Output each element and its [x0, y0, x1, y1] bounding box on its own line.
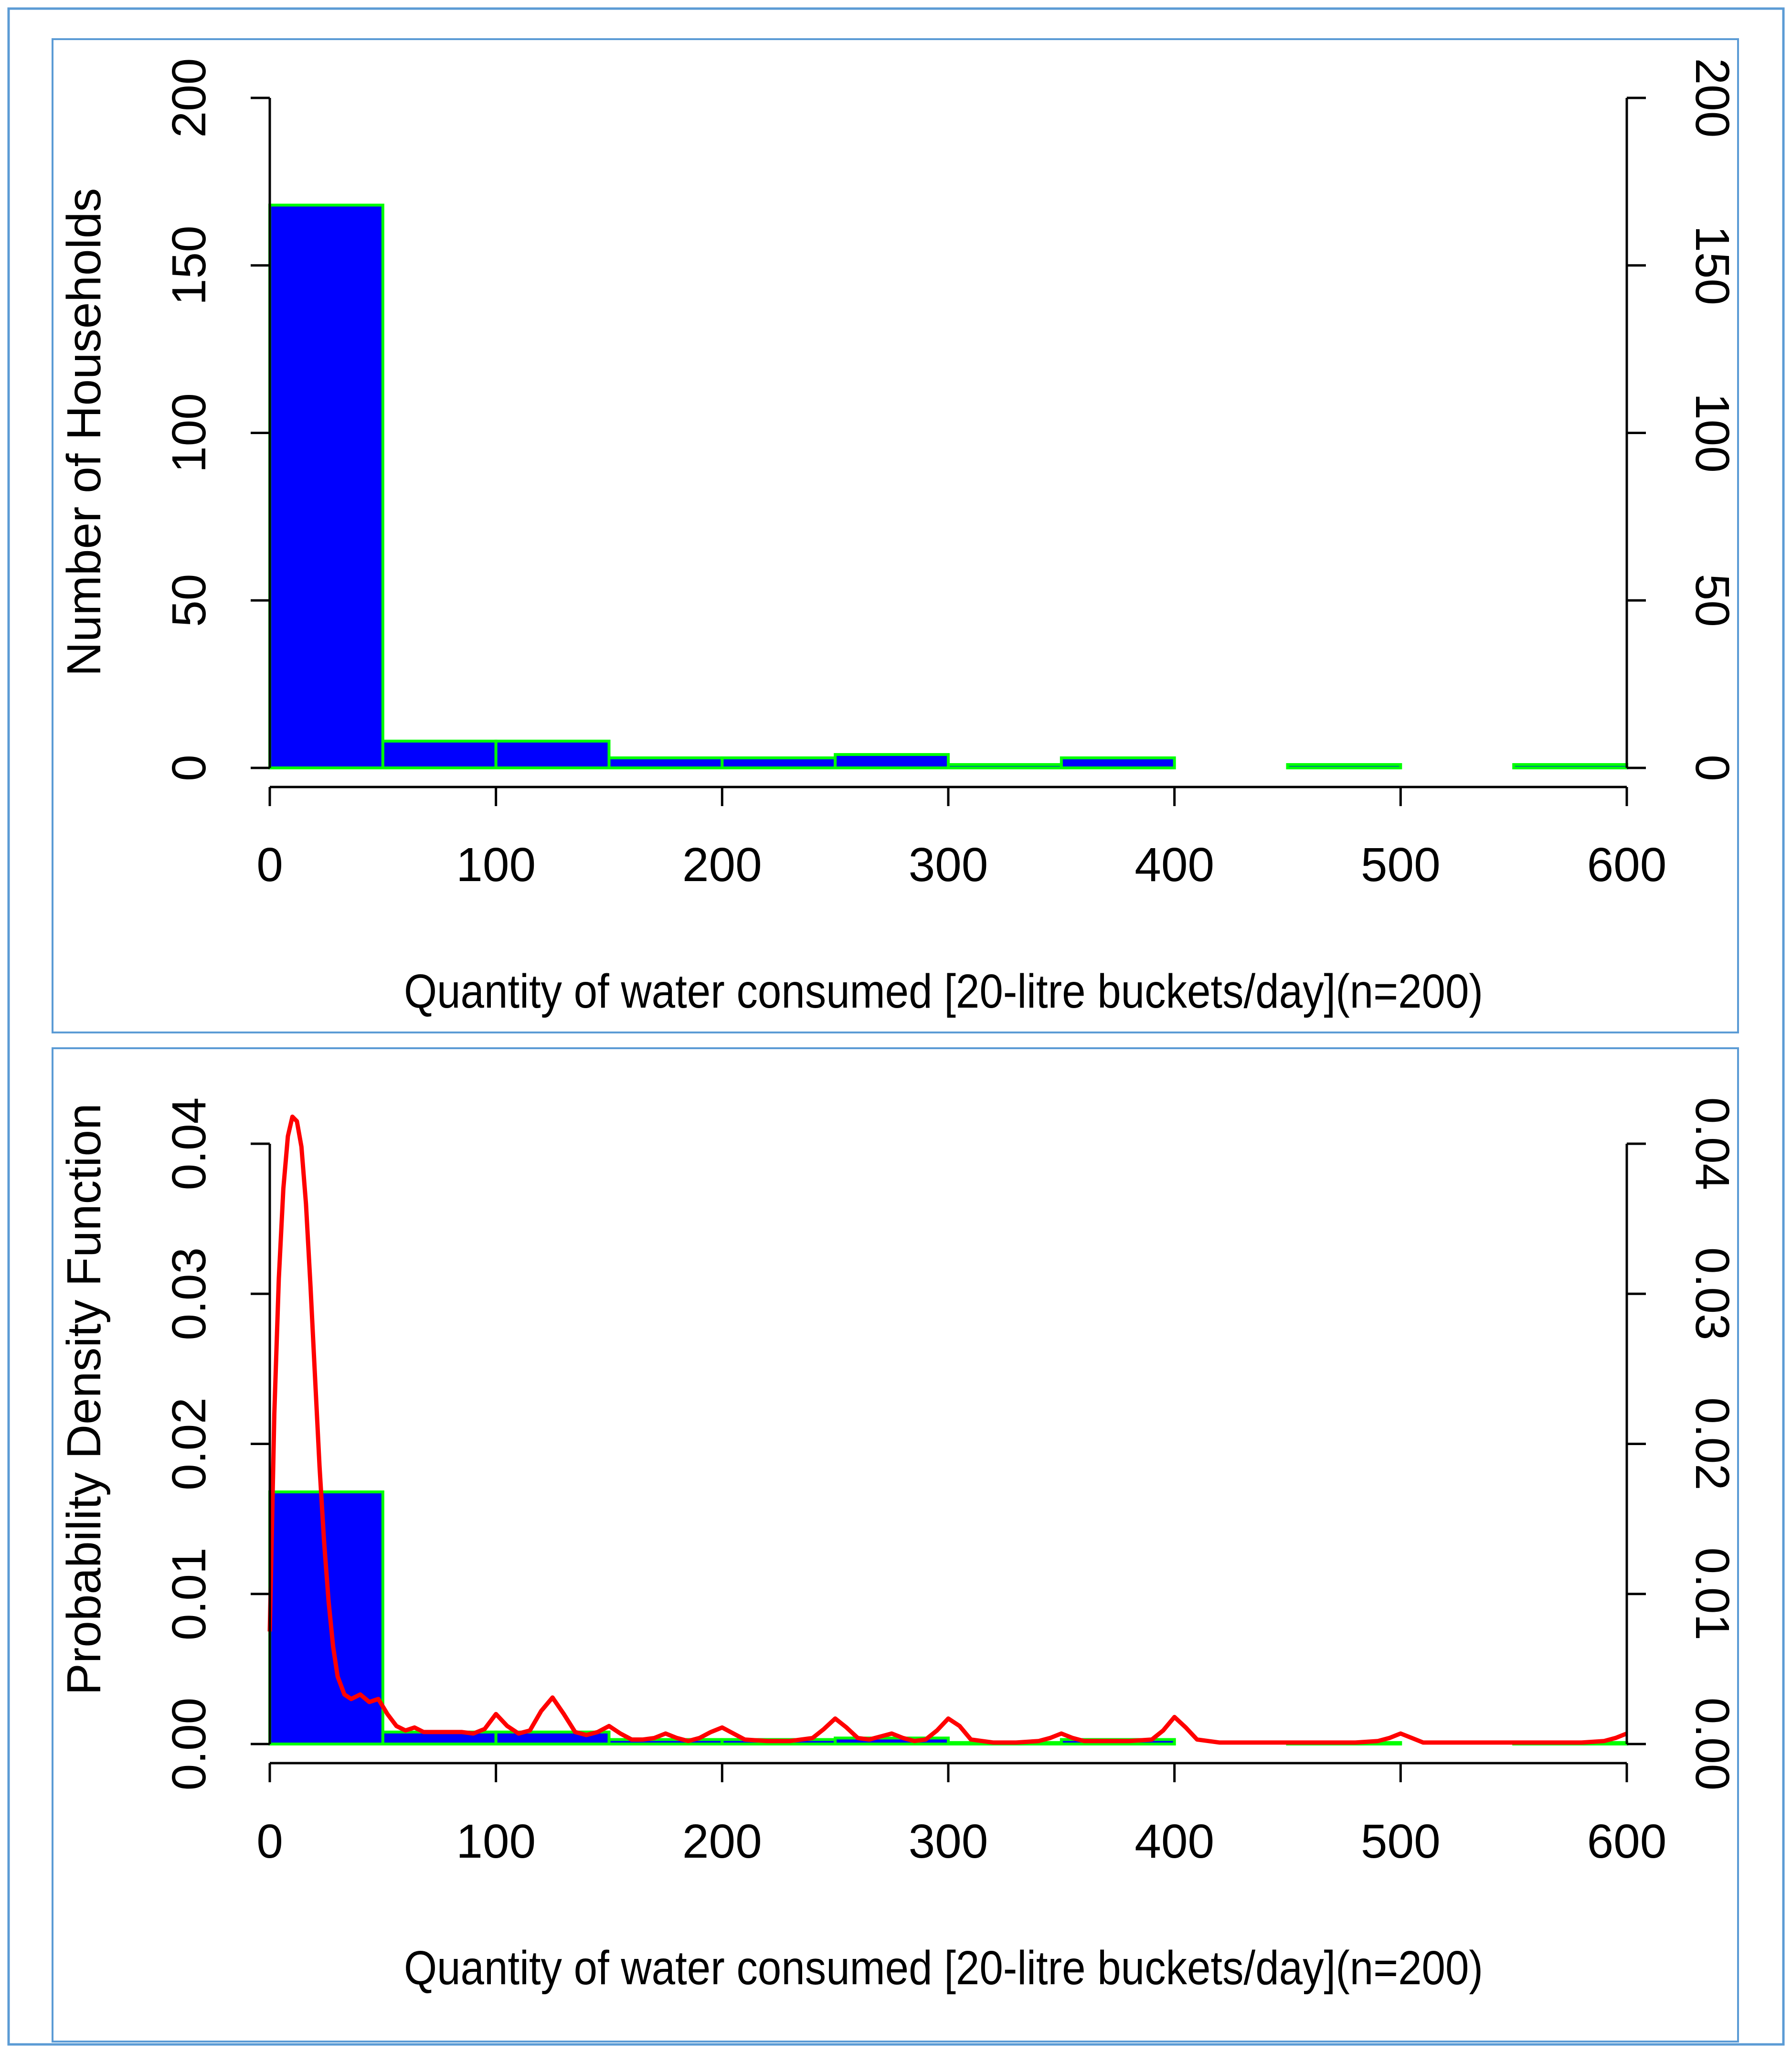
x-tick-label: 200 — [682, 838, 762, 892]
y-tick-label: 0.02 — [162, 1397, 216, 1490]
x-tick-label: 400 — [1135, 1815, 1214, 1868]
x-tick-label: 500 — [1361, 1815, 1441, 1868]
histogram-bar — [607, 756, 724, 769]
histogram-bar — [947, 763, 1063, 769]
x-tick-label: 500 — [1361, 838, 1441, 892]
outer-frame — [7, 7, 1785, 2046]
x-axis-label: Quantity of water consumed [20-litre buc… — [404, 965, 1483, 1018]
y-tick-label: 200 — [162, 58, 216, 138]
x-axis-label: Quantity of water consumed [20-litre buc… — [404, 1941, 1483, 1995]
y-tick-label: 0.04 — [162, 1097, 216, 1191]
right-y-tick-label: 0.03 — [1686, 1247, 1739, 1340]
x-tick-label: 0 — [256, 1815, 283, 1868]
axes: 0 100 200 300 400 500 600 0.00 0.01 0.02 0.03 0.04 0… — [162, 1097, 1739, 1868]
x-tick-label: 100 — [456, 1815, 536, 1868]
y-tick-label: 0 — [162, 755, 216, 781]
panel-frame — [52, 1047, 1739, 2042]
x-tick-label: 300 — [909, 838, 988, 892]
x-tick-label: 600 — [1587, 1815, 1667, 1868]
y-tick-label: 100 — [162, 393, 216, 473]
histogram-bar — [268, 1490, 384, 1746]
y-tick-label: 0.01 — [162, 1547, 216, 1640]
histogram-bar — [1512, 763, 1629, 769]
histogram-bar — [607, 1738, 724, 1746]
histogram-count-panel: 0 100 200 300 400 500 600 0 50 100 150 200 0 50 100 150… — [52, 38, 1739, 1033]
histogram-bar — [268, 203, 384, 770]
histogram-bars — [268, 203, 1629, 770]
y-tick-label: 0.03 — [162, 1247, 216, 1340]
x-tick-label: 300 — [909, 1815, 988, 1868]
histogram-bar — [494, 1730, 611, 1746]
y-tick-label: 50 — [162, 574, 216, 627]
right-y-tick-label: 0.02 — [1686, 1397, 1739, 1490]
panel-frame — [52, 38, 1739, 1033]
density-curve — [267, 1114, 1628, 1745]
y-tick-label: 0.00 — [162, 1698, 216, 1791]
x-tick-label: 0 — [256, 838, 283, 892]
x-tick-label: 400 — [1135, 838, 1214, 892]
histogram-bar — [721, 756, 837, 769]
right-y-tick-label: 200 — [1686, 58, 1739, 138]
x-tick-label: 200 — [682, 1815, 762, 1868]
density-curve-group — [267, 1114, 1628, 1745]
histogram-bar — [834, 753, 950, 769]
histogram-bar — [1286, 763, 1402, 769]
right-y-tick-label: 0.04 — [1686, 1097, 1739, 1191]
histogram-density-panel: 0 100 200 300 400 500 600 0.00 0.01 0.02 0.03 0.04 0… — [52, 1047, 1739, 2042]
y-axis-label: Number of Households — [57, 188, 111, 677]
histogram-bar — [381, 739, 498, 770]
right-y-tick-label: 150 — [1686, 225, 1739, 305]
y-axis-label: Probability Density Function — [57, 1103, 111, 1695]
right-y-tick-label: 100 — [1686, 393, 1739, 473]
right-y-tick-label: 0 — [1686, 755, 1739, 781]
right-y-tick-label: 0.01 — [1686, 1547, 1739, 1640]
axes: 0 100 200 300 400 500 600 0 50 100 150 200 0 50 100 150… — [162, 58, 1739, 892]
histogram-bar — [834, 1736, 950, 1745]
right-y-tick-label: 50 — [1686, 574, 1739, 627]
histogram-bar — [494, 739, 611, 770]
x-tick-label: 600 — [1587, 838, 1667, 892]
x-tick-label: 100 — [456, 838, 536, 892]
right-y-tick-label: 0.00 — [1686, 1698, 1739, 1791]
histogram-bar — [1060, 756, 1176, 769]
histogram-bars — [268, 1490, 1629, 1746]
y-tick-label: 150 — [162, 225, 216, 305]
